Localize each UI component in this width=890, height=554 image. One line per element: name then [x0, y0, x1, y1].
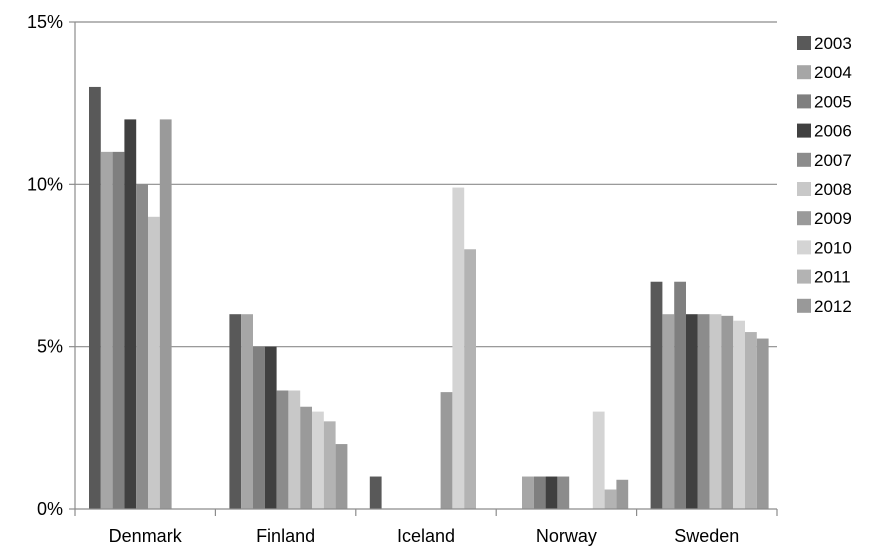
bar-denmark-2003: [89, 86, 101, 509]
legend-swatch: [797, 211, 811, 226]
y-tick-label: 0%: [37, 499, 63, 519]
bar-sweden-2003: [650, 281, 663, 509]
legend-swatch: [797, 298, 811, 313]
bar-sweden-2012: [756, 338, 769, 509]
bar-norway-2011: [604, 489, 617, 509]
bar-denmark-2004: [100, 151, 113, 509]
bar-finland-2003: [229, 314, 242, 509]
bar-denmark-2008: [148, 216, 160, 510]
legend-swatch: [797, 123, 811, 138]
legend-label: 2012: [814, 297, 852, 316]
legend-swatch: [797, 65, 811, 80]
bar-sweden-2006: [686, 314, 698, 509]
bar-iceland-2009: [440, 392, 453, 509]
x-tick-label: Norway: [536, 526, 597, 546]
bar-finland-2005: [253, 346, 265, 509]
bar-finland-2011: [323, 421, 336, 509]
bar-finland-2006: [264, 346, 277, 509]
bar-sweden-2004: [662, 314, 675, 509]
legend-swatch: [797, 152, 811, 167]
y-tick-label: 5%: [37, 337, 63, 357]
legend-label: 2004: [814, 63, 852, 82]
bar-finland-2008: [288, 390, 301, 509]
bar-sweden-2009: [721, 315, 734, 509]
legend-label: 2003: [814, 34, 852, 53]
x-tick-label: Finland: [256, 526, 315, 546]
bar-iceland-2010: [452, 187, 465, 509]
bar-sweden-2011: [745, 332, 757, 509]
axes: 0% 5% 10% 15% Denmark Finland Iceland Norway Swe…: [27, 12, 778, 546]
bar-norway-2006: [545, 476, 558, 509]
bar-norway-2004: [522, 476, 534, 509]
bar-finland-2012: [335, 444, 348, 509]
bar-iceland-2003: [369, 476, 382, 509]
legend-swatch: [797, 269, 811, 284]
bar-iceland-2011: [464, 249, 476, 509]
gridlines: [75, 21, 777, 348]
bar-norway-2012: [616, 479, 629, 509]
bar-denmark-2009: [159, 119, 172, 510]
x-tick-label: Sweden: [674, 526, 739, 546]
legend-label: 2006: [814, 122, 852, 141]
bar-sweden-2008: [709, 314, 722, 509]
legend-swatch: [797, 94, 811, 109]
bar-finland-2007: [276, 390, 289, 509]
legend-label: 2009: [814, 209, 852, 228]
legend-label: 2008: [814, 180, 852, 199]
bar-norway-2010: [592, 411, 605, 509]
x-tick-label: Denmark: [109, 526, 183, 546]
legend-swatch: [797, 36, 811, 50]
legend: 2003 2004 2005 2006 2007 2008 2009 2010 2011 2012: [797, 34, 852, 316]
legend-label: 2011: [814, 268, 851, 287]
bar-sweden-2010: [733, 320, 745, 509]
bar-norway-2007: [557, 476, 570, 509]
bar-finland-2010: [312, 411, 324, 509]
bar-norway-2005: [533, 476, 546, 509]
bar-sweden-2005: [674, 281, 686, 509]
y-tick-label: 10%: [27, 174, 63, 194]
bar-finland-2009: [300, 406, 312, 509]
legend-swatch: [797, 182, 811, 196]
bar-finland-2004: [241, 314, 253, 509]
legend-label: 2005: [814, 92, 852, 111]
bar-denmark-2006: [124, 119, 137, 510]
legend-label: 2010: [814, 238, 852, 257]
x-tick-label: Iceland: [397, 526, 455, 546]
bar-sweden-2007: [697, 314, 710, 509]
legend-label: 2007: [814, 151, 852, 170]
bars: [89, 86, 769, 510]
y-tick-label: 15%: [27, 12, 63, 32]
bar-denmark-2005: [112, 151, 125, 509]
legend-swatch: [797, 240, 811, 255]
bar-denmark-2007: [136, 184, 148, 510]
